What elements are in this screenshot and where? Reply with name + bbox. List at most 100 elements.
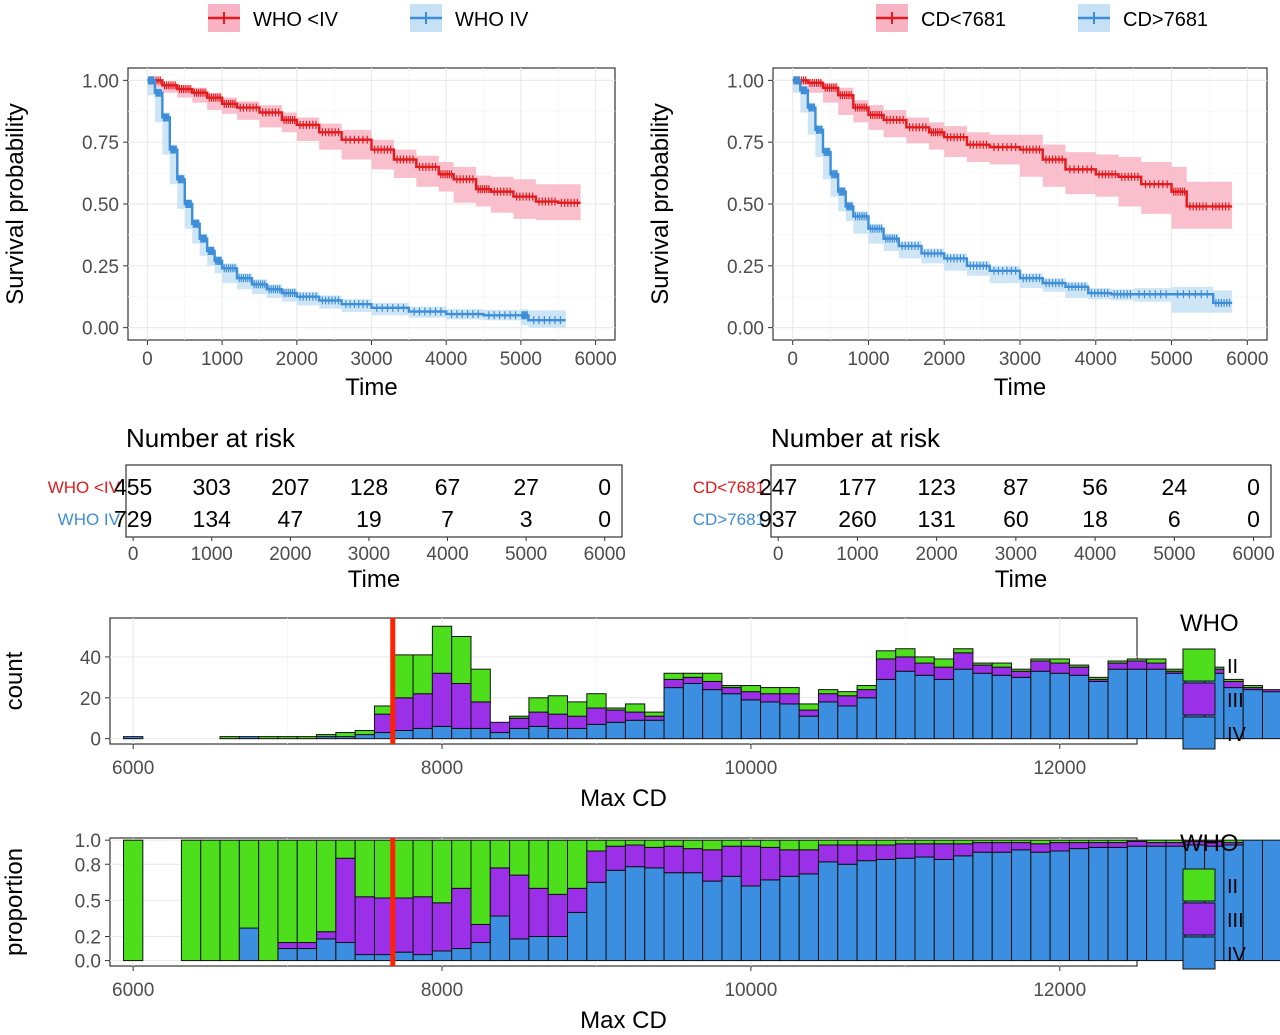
bar-segment: [663, 872, 684, 962]
survival-curve: [792, 79, 1233, 208]
bar-segment: [586, 839, 607, 852]
bar-segment: [1011, 676, 1032, 740]
bar-segment: [624, 866, 646, 962]
bar-segment: [431, 902, 453, 952]
risk-count: 131: [917, 506, 955, 532]
survival-curve: [147, 79, 566, 322]
bar-segment: [200, 839, 221, 962]
risk-count: 128: [350, 474, 388, 500]
bar-segment: [702, 680, 723, 691]
bar-segment: [1126, 845, 1148, 962]
bar-segment: [1068, 848, 1090, 962]
bar-segment: [972, 672, 993, 740]
bar-segment: [1223, 680, 1244, 689]
x-tick-label: 6000: [1232, 544, 1274, 565]
bar-segment: [1011, 668, 1032, 672]
bar-segment: [953, 648, 974, 654]
bar-segment: [644, 711, 665, 717]
bar-segment: [528, 697, 549, 713]
x-axis-title: Time: [345, 374, 397, 401]
x-tick-label: 8000: [421, 980, 463, 1001]
legend-key: [1182, 936, 1216, 970]
risk-count: 24: [1162, 474, 1188, 500]
bar-segment: [663, 845, 684, 874]
risk-count: 0: [598, 474, 611, 500]
bar-segment: [547, 727, 569, 740]
x-tick-label: 3000: [350, 349, 392, 370]
y-axis-title: Survival probability: [647, 103, 674, 304]
risk-count: 19: [356, 506, 382, 532]
bar-segment: [238, 927, 260, 962]
legend-label: WHO <IV: [253, 9, 339, 31]
bar-segment: [953, 843, 974, 857]
bar-segment: [856, 685, 877, 691]
bar-segment: [740, 691, 762, 701]
bar-segment: [277, 942, 298, 950]
bar-segment: [779, 875, 800, 962]
risk-count: 67: [435, 474, 461, 500]
x-tick-label: 6000: [574, 349, 616, 370]
bar-segment: [1088, 680, 1109, 740]
bar-segment: [895, 670, 916, 740]
bar-segment: [1068, 664, 1090, 668]
bar-segment: [1088, 846, 1109, 962]
x-tick-label: 1000: [201, 349, 243, 370]
risk-count: 729: [114, 506, 152, 532]
bar-segment: [682, 839, 704, 850]
risk-count: 247: [759, 474, 797, 500]
bar-segment: [1146, 842, 1167, 847]
bar-segment: [914, 674, 935, 740]
bar-segment: [219, 736, 240, 740]
bar-segment: [624, 703, 646, 713]
bar-segment: [702, 880, 723, 962]
legend-label: IV: [1227, 724, 1247, 746]
bar-segment: [431, 839, 453, 904]
bar-segment: [875, 658, 897, 680]
bar-segment: [296, 942, 318, 950]
bar-segment: [547, 713, 569, 729]
bar-segment: [528, 887, 549, 937]
bar-segment: [296, 948, 318, 962]
bar-segment: [856, 844, 877, 862]
bar-segment: [335, 839, 356, 859]
bar-segment: [682, 872, 704, 962]
bar-segment: [933, 839, 955, 845]
bar-segment: [1030, 658, 1051, 662]
risk-row-label: WHO IV: [58, 510, 121, 529]
bar-segment: [740, 685, 762, 693]
bar-segment: [682, 676, 704, 684]
y-tick-label: 0.00: [82, 319, 119, 340]
x-tick-label: 12000: [1033, 758, 1086, 779]
bar-segment: [335, 857, 356, 944]
confidence-band: [147, 80, 581, 221]
bar-segment: [509, 839, 530, 876]
km-panel-km_who: 0 1000 2000 3000 4000 5000 6000 0.00 0.25 0.50 0.7…: [2, 4, 617, 401]
bar-segment: [914, 856, 935, 962]
bar-segment: [1011, 670, 1032, 678]
x-tick-label: 3000: [995, 544, 1037, 565]
x-tick-label: 1000: [847, 349, 889, 370]
bar-segment: [509, 727, 530, 740]
bar-segment: [547, 839, 569, 895]
bar-segment: [682, 848, 704, 874]
risk-count: 60: [1003, 506, 1029, 532]
y-tick-label: 20: [80, 689, 101, 710]
x-tick-label: 4000: [426, 544, 468, 565]
bar-segment: [895, 839, 916, 845]
y-tick-label: 1.00: [727, 71, 764, 92]
bar-segment: [1261, 839, 1280, 962]
bar-segment: [1088, 839, 1109, 844]
x-tick-label: 6000: [1226, 349, 1268, 370]
bar-segment: [316, 734, 337, 738]
confidence-band: [792, 80, 1233, 313]
x-tick-label: 0: [773, 544, 784, 565]
bar-segment: [817, 701, 839, 740]
bar-segment: [817, 693, 839, 703]
bar-segment: [933, 678, 955, 740]
bar-segment: [1011, 839, 1032, 844]
bar-segment: [451, 727, 472, 740]
bar-segment: [663, 839, 684, 847]
bar-segment: [1165, 668, 1186, 672]
bar-segment: [335, 942, 356, 962]
